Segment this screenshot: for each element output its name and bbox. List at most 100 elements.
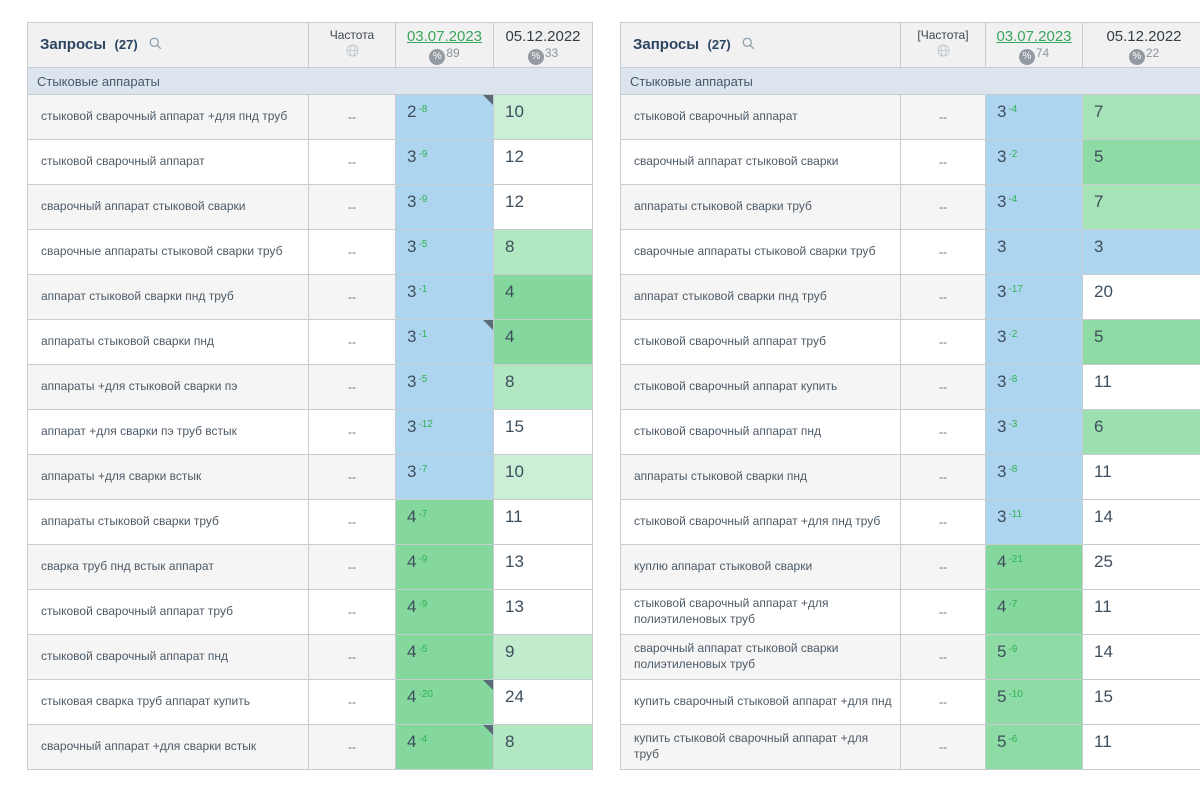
query-text[interactable]: аппарат +для сварки пэ труб встык bbox=[27, 409, 309, 455]
position-current-cell[interactable]: 4 -7 bbox=[395, 499, 494, 545]
position-current-cell[interactable]: 3 -2 bbox=[985, 139, 1083, 185]
position-current-cell[interactable]: 4 -9 bbox=[395, 589, 494, 635]
position-previous-cell[interactable]: 9 bbox=[493, 634, 593, 680]
position-previous-cell[interactable]: 11 bbox=[493, 499, 593, 545]
position-previous-cell[interactable]: 6 bbox=[1082, 409, 1200, 455]
position-previous-cell[interactable]: 11 bbox=[1082, 364, 1200, 410]
position-previous-cell[interactable]: 4 bbox=[493, 274, 593, 320]
position-current-cell[interactable]: 5 -9 bbox=[985, 634, 1083, 680]
position-current-cell[interactable]: 3 -5 bbox=[395, 229, 494, 275]
position-previous-cell[interactable]: 24 bbox=[493, 679, 593, 725]
position-previous-cell[interactable]: 14 bbox=[1082, 499, 1200, 545]
position-current-cell[interactable]: 4 -20 bbox=[395, 679, 494, 725]
query-text[interactable]: стыковой сварочный аппарат пнд bbox=[27, 634, 309, 680]
query-text[interactable]: аппараты стыковой сварки пнд bbox=[620, 454, 901, 500]
position-current-cell[interactable]: 3 -4 bbox=[985, 94, 1083, 140]
position-previous-cell[interactable]: 12 bbox=[493, 184, 593, 230]
position-previous-cell[interactable]: 11 bbox=[1082, 724, 1200, 770]
date-column-current[interactable]: 03.07.2023 % 74 bbox=[985, 22, 1083, 68]
query-text[interactable]: стыковой сварочный аппарат труб bbox=[27, 589, 309, 635]
position-current-cell[interactable]: 3 -3 bbox=[985, 409, 1083, 455]
frequency-header[interactable]: Частота bbox=[308, 22, 396, 68]
group-label[interactable]: Стыковые аппараты bbox=[27, 67, 593, 95]
position-previous-cell[interactable]: 4 bbox=[493, 319, 593, 365]
date-column-current[interactable]: 03.07.2023 % 89 bbox=[395, 22, 494, 68]
position-current-cell[interactable]: 3 -8 bbox=[985, 364, 1083, 410]
query-text[interactable]: сварочные аппараты стыковой сварки труб bbox=[620, 229, 901, 275]
query-text[interactable]: аппарат стыковой сварки пнд труб bbox=[620, 274, 901, 320]
position-current-cell[interactable]: 3 -4 bbox=[985, 184, 1083, 230]
query-text[interactable]: стыковой сварочный аппарат bbox=[620, 94, 901, 140]
position-previous-cell[interactable]: 8 bbox=[493, 364, 593, 410]
group-label[interactable]: Стыковые аппараты bbox=[620, 67, 1200, 95]
query-text[interactable]: стыковой сварочный аппарат купить bbox=[620, 364, 901, 410]
position-previous-cell[interactable]: 13 bbox=[493, 544, 593, 590]
position-previous-cell[interactable]: 7 bbox=[1082, 184, 1200, 230]
query-text[interactable]: сварка труб пнд встык аппарат bbox=[27, 544, 309, 590]
query-text[interactable]: купить стыковой сварочный аппарат +для т… bbox=[620, 724, 901, 770]
position-current-cell[interactable]: 5 -6 bbox=[985, 724, 1083, 770]
position-current-cell[interactable]: 4 -7 bbox=[985, 589, 1083, 635]
position-current-cell[interactable]: 3 -12 bbox=[395, 409, 494, 455]
position-previous-cell[interactable]: 5 bbox=[1082, 139, 1200, 185]
query-text[interactable]: сварочный аппарат стыковой сварки полиэт… bbox=[620, 634, 901, 680]
query-text[interactable]: стыковой сварочный аппарат bbox=[27, 139, 309, 185]
position-previous-cell[interactable]: 5 bbox=[1082, 319, 1200, 365]
position-previous-cell[interactable]: 15 bbox=[1082, 679, 1200, 725]
search-icon[interactable] bbox=[142, 36, 163, 53]
queries-header[interactable]: Запросы (27) bbox=[620, 22, 901, 68]
position-previous-cell[interactable]: 13 bbox=[493, 589, 593, 635]
position-current-cell[interactable]: 3 -2 bbox=[985, 319, 1083, 365]
position-current-cell[interactable]: 3 -17 bbox=[985, 274, 1083, 320]
position-current-cell[interactable]: 4 -9 bbox=[395, 544, 494, 590]
position-current-cell[interactable]: 3 -7 bbox=[395, 454, 494, 500]
position-previous-cell[interactable]: 10 bbox=[493, 454, 593, 500]
position-current-cell[interactable]: 3 -11 bbox=[985, 499, 1083, 545]
query-text[interactable]: стыковая сварка труб аппарат купить bbox=[27, 679, 309, 725]
frequency-header[interactable]: [Частота] bbox=[900, 22, 986, 68]
position-previous-cell[interactable]: 10 bbox=[493, 94, 593, 140]
position-current-cell[interactable]: 4 -5 bbox=[395, 634, 494, 680]
position-current-cell[interactable]: 3 -9 bbox=[395, 139, 494, 185]
query-text[interactable]: стыковой сварочный аппарат труб bbox=[620, 319, 901, 365]
position-previous-cell[interactable]: 11 bbox=[1082, 454, 1200, 500]
position-previous-cell[interactable]: 11 bbox=[1082, 589, 1200, 635]
position-previous-cell[interactable]: 20 bbox=[1082, 274, 1200, 320]
query-text[interactable]: стыковой сварочный аппарат +для пнд труб bbox=[620, 499, 901, 545]
query-text[interactable]: сварочные аппараты стыковой сварки труб bbox=[27, 229, 309, 275]
position-current-cell[interactable]: 3 -9 bbox=[395, 184, 494, 230]
position-current-cell[interactable]: 3 bbox=[985, 229, 1083, 275]
position-previous-cell[interactable]: 25 bbox=[1082, 544, 1200, 590]
position-previous-cell[interactable]: 8 bbox=[493, 724, 593, 770]
position-previous-cell[interactable]: 15 bbox=[493, 409, 593, 455]
date-current-link[interactable]: 03.07.2023 bbox=[996, 27, 1072, 45]
group-row[interactable]: Стыковые аппараты bbox=[27, 67, 593, 95]
date-current-link[interactable]: 03.07.2023 bbox=[406, 27, 483, 45]
position-previous-cell[interactable]: 7 bbox=[1082, 94, 1200, 140]
query-text[interactable]: сварочный аппарат +для сварки встык bbox=[27, 724, 309, 770]
group-row[interactable]: Стыковые аппараты bbox=[620, 67, 1200, 95]
position-previous-cell[interactable]: 3 bbox=[1082, 229, 1200, 275]
position-previous-cell[interactable]: 14 bbox=[1082, 634, 1200, 680]
query-text[interactable]: стыковой сварочный аппарат +для пнд труб bbox=[27, 94, 309, 140]
query-text[interactable]: аппарат стыковой сварки пнд труб bbox=[27, 274, 309, 320]
query-text[interactable]: аппараты стыковой сварки пнд bbox=[27, 319, 309, 365]
query-text[interactable]: сварочный аппарат стыковой сварки bbox=[27, 184, 309, 230]
search-icon[interactable] bbox=[735, 36, 756, 53]
query-text[interactable]: аппараты стыковой сварки труб bbox=[620, 184, 901, 230]
position-current-cell[interactable]: 3 -5 bbox=[395, 364, 494, 410]
position-current-cell[interactable]: 2 -8 bbox=[395, 94, 494, 140]
query-text[interactable]: куплю аппарат стыковой сварки bbox=[620, 544, 901, 590]
position-current-cell[interactable]: 3 -8 bbox=[985, 454, 1083, 500]
query-text[interactable]: аппараты +для стыковой сварки пэ bbox=[27, 364, 309, 410]
query-text[interactable]: аппараты стыковой сварки труб bbox=[27, 499, 309, 545]
query-text[interactable]: аппараты +для сварки встык bbox=[27, 454, 309, 500]
position-current-cell[interactable]: 3 -1 bbox=[395, 274, 494, 320]
query-text[interactable]: стыковой сварочный аппарат +для полиэтил… bbox=[620, 589, 901, 635]
date-column-previous[interactable]: 05.12.2022 % 33 bbox=[493, 22, 593, 68]
date-column-previous[interactable]: 05.12.2022 % 22 bbox=[1082, 22, 1200, 68]
position-current-cell[interactable]: 4 -21 bbox=[985, 544, 1083, 590]
position-previous-cell[interactable]: 8 bbox=[493, 229, 593, 275]
query-text[interactable]: стыковой сварочный аппарат пнд bbox=[620, 409, 901, 455]
query-text[interactable]: купить сварочный стыковой аппарат +для п… bbox=[620, 679, 901, 725]
